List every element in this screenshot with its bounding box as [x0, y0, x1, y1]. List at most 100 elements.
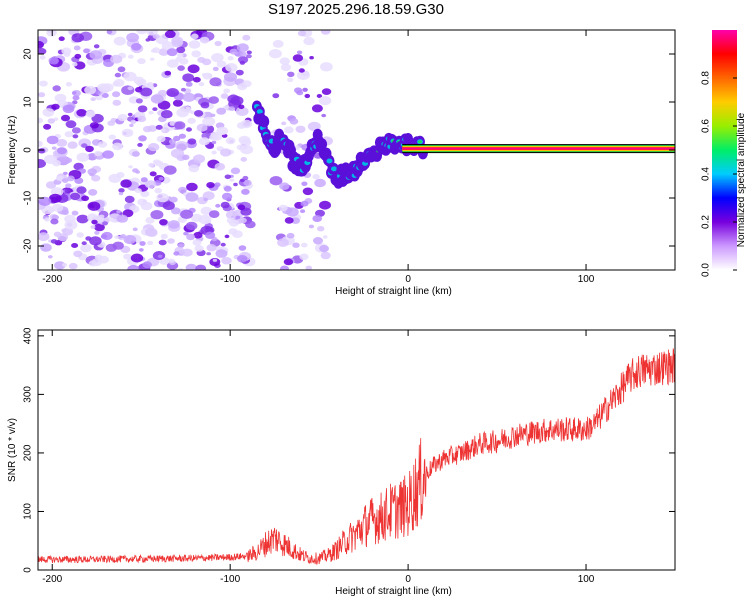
noise-blob — [145, 38, 151, 42]
noise-blob — [72, 95, 80, 101]
noise-blob — [64, 131, 74, 138]
noise-blob — [44, 217, 50, 222]
noise-blob — [118, 188, 125, 193]
noise-blob — [169, 196, 178, 203]
noise-blob — [299, 253, 309, 261]
noise-blob — [192, 239, 202, 246]
noise-blob — [185, 106, 192, 111]
noise-blob — [208, 96, 219, 104]
noise-blob — [150, 49, 156, 53]
noise-blob — [216, 60, 227, 68]
noise-blob — [81, 143, 88, 148]
noise-blob — [95, 90, 101, 95]
noise-blob — [203, 197, 208, 202]
noise-blob — [38, 159, 46, 168]
noise-blob — [112, 99, 122, 106]
noise-blob — [150, 210, 164, 220]
noise-blob — [301, 242, 308, 248]
noise-blob — [214, 162, 226, 171]
noise-blob — [305, 265, 313, 270]
noise-blob — [240, 119, 253, 129]
noise-blob — [123, 71, 137, 82]
noise-blob — [76, 109, 87, 117]
noise-blob — [235, 69, 244, 76]
noise-blob — [94, 150, 102, 157]
noise-blob — [296, 70, 310, 81]
noise-blob — [112, 81, 120, 87]
noise-blob — [114, 235, 120, 239]
noise-blob — [147, 143, 160, 152]
colorbar-label: Normalized spectral amplitude — [736, 112, 747, 247]
noise-blob — [143, 125, 152, 133]
noise-blob — [145, 216, 155, 224]
noise-blob — [38, 232, 50, 242]
noise-blob — [52, 159, 61, 167]
noise-blob — [137, 115, 147, 123]
noise-blob — [38, 40, 44, 49]
noise-blob — [38, 196, 52, 206]
noise-blob — [181, 248, 193, 257]
snr-ytick-label: 0 — [23, 567, 34, 573]
noise-blob — [322, 235, 328, 239]
noise-blob — [269, 176, 283, 186]
noise-blob — [284, 217, 294, 224]
noise-blob — [50, 218, 59, 225]
noise-blob — [117, 66, 126, 73]
colorbar-tick-label: 0.4 — [701, 167, 712, 181]
noise-blob — [182, 73, 195, 82]
noise-blob — [166, 48, 178, 57]
noise-blob — [174, 121, 186, 130]
noise-blob — [64, 188, 71, 193]
noise-blob — [48, 193, 62, 203]
signal-core — [256, 109, 263, 115]
noise-blob — [163, 165, 177, 175]
noise-blob — [211, 133, 223, 141]
noise-blob — [94, 230, 100, 235]
noise-blob — [39, 80, 48, 87]
noise-blob — [90, 225, 96, 229]
noise-blob — [147, 240, 154, 246]
noise-blob — [177, 65, 185, 71]
noise-blob — [76, 214, 89, 224]
snr-series-line — [38, 348, 675, 566]
noise-blob — [280, 265, 289, 270]
noise-blob — [298, 68, 305, 73]
noise-blob — [228, 106, 235, 111]
chart-title: S197.2025.296.18.59.G30 — [268, 1, 444, 18]
noise-blob — [71, 210, 79, 216]
noise-blob — [160, 233, 168, 239]
noise-blob — [292, 54, 304, 62]
noise-blob — [196, 123, 208, 132]
noise-blob — [149, 171, 157, 177]
noise-blob — [319, 245, 329, 253]
noise-blob — [198, 82, 205, 87]
noise-blob — [130, 119, 137, 124]
noise-blob — [118, 192, 124, 196]
noise-blob — [38, 48, 47, 55]
noise-blob — [125, 130, 131, 135]
noise-blob — [81, 195, 89, 202]
noise-blob — [177, 243, 185, 249]
noise-blob — [132, 168, 139, 173]
noise-blob — [230, 96, 244, 106]
noise-blob — [173, 251, 180, 256]
noise-blob — [136, 30, 148, 35]
noise-blob — [56, 175, 64, 181]
noise-blob — [110, 54, 123, 64]
noise-blob — [158, 239, 167, 246]
noise-blob — [296, 50, 303, 55]
noise-blob — [61, 209, 69, 216]
noise-blob — [76, 152, 90, 162]
signal-core — [326, 158, 333, 164]
noise-blob — [191, 50, 201, 58]
noise-blob — [245, 220, 256, 229]
colorbar-tick-label: 0.6 — [701, 119, 712, 133]
noise-blob — [302, 187, 314, 196]
noise-blob — [226, 217, 235, 224]
noise-blob — [320, 251, 331, 260]
noise-blob — [297, 30, 307, 37]
noise-blob — [127, 54, 134, 59]
noise-blob — [223, 88, 231, 94]
noise-blob — [240, 157, 248, 162]
noise-blob — [296, 90, 304, 96]
